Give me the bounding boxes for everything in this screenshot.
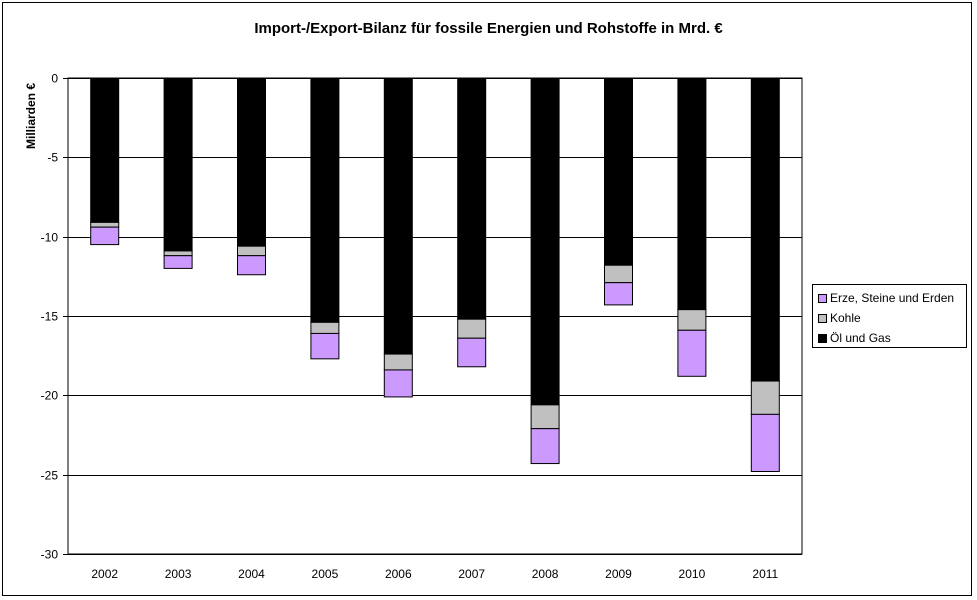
bar-2006-oel-und-gas — [383, 77, 413, 355]
x-tick-label-2008: 2008 — [532, 567, 559, 581]
bar-2002-erze-steine-und-erden — [90, 226, 120, 246]
bar-2005-oel-und-gas — [310, 77, 340, 323]
bar-2008-kohle — [530, 404, 560, 430]
bar-2011-kohle — [750, 380, 780, 415]
legend-item-erze: Erze, Steine und Erden — [818, 288, 966, 308]
y-tick-label: 0 — [51, 72, 58, 86]
bar-2009-kohle — [604, 264, 633, 284]
bar-2003-kohle — [163, 250, 193, 257]
bar-2006-kohle — [383, 353, 413, 371]
y-tick-label: -5 — [47, 151, 58, 165]
bar-2009-erze-steine-und-erden — [604, 282, 633, 306]
bar-2005-kohle — [310, 321, 340, 334]
x-tick-label-2006: 2006 — [385, 567, 412, 581]
bar-2010-kohle — [677, 309, 707, 331]
bar-2004-kohle — [237, 245, 266, 257]
bar-2003-erze-steine-und-erden — [163, 255, 193, 269]
x-tick-label-2009: 2009 — [605, 567, 632, 581]
y-tick-label: -20 — [41, 389, 59, 403]
x-tick-label-2005: 2005 — [312, 567, 339, 581]
x-tick-label-2004: 2004 — [238, 567, 265, 581]
x-tick-label-2002: 2002 — [91, 567, 118, 581]
legend-label-erze: Erze, Steine und Erden — [830, 291, 955, 305]
bar-2007-erze-steine-und-erden — [457, 337, 487, 368]
legend-swatch-oel-gas — [818, 333, 827, 343]
bar-2004-erze-steine-und-erden — [237, 255, 266, 276]
bar-2005-erze-steine-und-erden — [310, 332, 340, 360]
bar-2011-erze-steine-und-erden — [750, 413, 780, 472]
bar-2007-kohle — [457, 318, 487, 339]
legend-swatch-kohle — [818, 313, 827, 323]
legend-item-kohle: Kohle — [818, 308, 966, 328]
bar-2010-erze-steine-und-erden — [677, 329, 707, 377]
bar-2004-oel-und-gas — [237, 77, 266, 247]
y-tick-label: -30 — [41, 548, 59, 562]
bar-2008-oel-und-gas — [530, 77, 560, 406]
bar-2010-oel-und-gas — [677, 77, 707, 311]
bar-2008-erze-steine-und-erden — [530, 428, 560, 465]
legend-item-oel-gas: Öl und Gas — [818, 328, 966, 348]
bar-2003-oel-und-gas — [163, 77, 193, 252]
legend-label-kohle: Kohle — [830, 311, 861, 325]
y-tick-label: -15 — [41, 310, 59, 324]
bar-2006-erze-steine-und-erden — [383, 369, 413, 398]
x-tick-label-2003: 2003 — [165, 567, 192, 581]
bar-2002-oel-und-gas — [90, 77, 120, 223]
bar-2002-kohle — [90, 221, 120, 228]
bar-2011-oel-und-gas — [750, 77, 780, 382]
legend-label-oel-gas: Öl und Gas — [830, 331, 891, 345]
x-tick-label-2007: 2007 — [458, 567, 485, 581]
y-tick-label: -10 — [41, 231, 59, 245]
chart-title: Import-/Export-Bilanz für fossile Energi… — [254, 20, 723, 37]
bar-2009-oel-und-gas — [604, 77, 633, 266]
x-tick-label-2011: 2011 — [752, 567, 778, 581]
chart-legend: Erze, Steine und Erden Kohle Öl und Gas — [812, 284, 967, 348]
y-tick-label: -25 — [41, 469, 59, 483]
legend-swatch-erze — [818, 293, 827, 303]
bar-2007-oel-und-gas — [457, 77, 487, 320]
x-tick-label-2010: 2010 — [679, 567, 706, 581]
